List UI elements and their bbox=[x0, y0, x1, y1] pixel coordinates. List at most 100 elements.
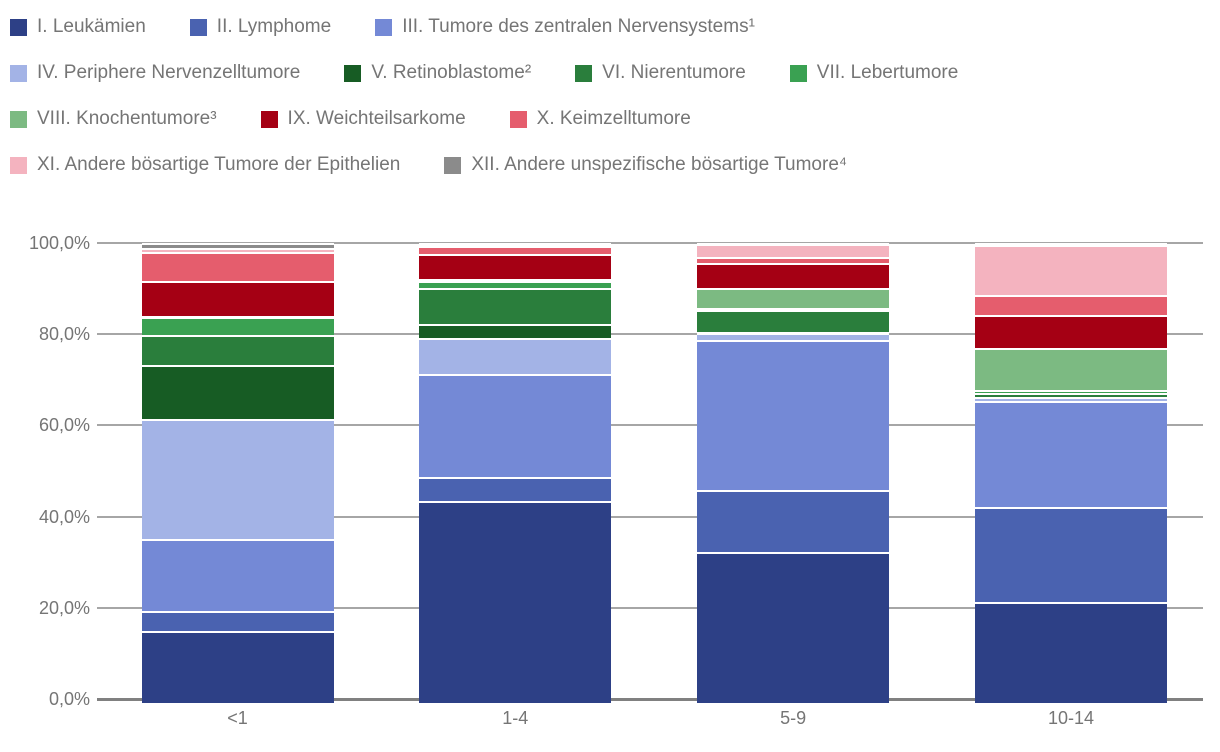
bar-segment[interactable] bbox=[697, 243, 890, 244]
legend-swatch-icon bbox=[10, 18, 27, 36]
legend-item: V. Retinoblastome² bbox=[344, 62, 531, 84]
bar-segment[interactable] bbox=[419, 244, 612, 246]
bar-segment[interactable] bbox=[419, 500, 612, 703]
legend-item: IX. Weichteilsarkome bbox=[260, 108, 466, 130]
legend-swatch-icon bbox=[189, 18, 207, 36]
bar-<1 bbox=[141, 243, 334, 703]
bar-segment[interactable] bbox=[141, 611, 334, 631]
x-axis-label: 1-4 bbox=[502, 708, 529, 728]
x-axis-label: 10-14 bbox=[1047, 708, 1095, 728]
bar-segment[interactable] bbox=[419, 243, 612, 245]
legend-swatch-icon bbox=[10, 64, 27, 82]
legend-label: VIII. Knochentumore³ bbox=[37, 108, 217, 129]
bar-segment[interactable] bbox=[975, 392, 1167, 397]
bar-10-14 bbox=[975, 243, 1167, 703]
legend-label: II. Lymphome bbox=[216, 16, 332, 37]
legend-label: IX. Weichteilsarkome bbox=[287, 108, 466, 129]
bar-segment[interactable] bbox=[141, 243, 334, 248]
bar-segment[interactable] bbox=[697, 307, 890, 310]
legend-item: VIII. Knochentumore³ bbox=[10, 108, 217, 130]
legend-label: III. Tumore des zentralen Nervensystems¹ bbox=[402, 16, 755, 37]
bar-segment[interactable] bbox=[141, 418, 334, 539]
bar-segment[interactable] bbox=[975, 507, 1167, 603]
gridline bbox=[97, 424, 1203, 427]
bar-segment[interactable] bbox=[697, 287, 890, 308]
legend-item: II. Lymphome bbox=[189, 16, 332, 38]
legend-item: XII. Andere unspezifische bösartige Tumo… bbox=[444, 154, 847, 176]
bar-segment[interactable] bbox=[419, 324, 612, 338]
bar-segment[interactable] bbox=[697, 332, 890, 341]
bar-segment[interactable] bbox=[697, 243, 890, 257]
y-axis-label: 100,0% bbox=[28, 233, 90, 253]
bar-segment[interactable] bbox=[697, 256, 890, 263]
legend-swatch-icon bbox=[260, 110, 278, 128]
bar-segment[interactable] bbox=[419, 245, 612, 254]
legend-label: VII. Lebertumore bbox=[816, 62, 959, 83]
legend-item: XI. Andere bösartige Tumore der Epitheli… bbox=[10, 154, 400, 176]
legend-label: XII. Andere unspezifische bösartige Tumo… bbox=[471, 154, 848, 175]
legend-row-4: XI. Andere bösartige Tumore der Epitheli… bbox=[10, 150, 1002, 180]
bar-segment[interactable] bbox=[975, 602, 1167, 703]
bar-segment[interactable] bbox=[141, 247, 334, 252]
bar-segment[interactable] bbox=[141, 365, 334, 419]
legend-swatch-icon bbox=[10, 156, 27, 174]
legend-row-3: VIII. Knochentumore³ IX. Weichteilsarkome… bbox=[10, 104, 1002, 134]
y-axis-label: 20,0% bbox=[38, 597, 90, 618]
bar-segment[interactable] bbox=[697, 552, 890, 703]
bar-segment[interactable] bbox=[141, 251, 334, 282]
bar-segment[interactable] bbox=[975, 348, 1167, 391]
bar-segment[interactable] bbox=[419, 476, 612, 501]
legend-item: VII. Lebertumore bbox=[789, 62, 959, 84]
bar-segment[interactable] bbox=[141, 630, 334, 703]
legend-label: V. Retinoblastome² bbox=[371, 62, 532, 83]
bar-segment[interactable] bbox=[697, 340, 890, 490]
bar-segment[interactable] bbox=[697, 489, 890, 553]
legend-swatch-icon bbox=[509, 110, 527, 128]
bar-segment[interactable] bbox=[141, 538, 334, 612]
legend-swatch-icon bbox=[444, 156, 462, 174]
bar-segment[interactable] bbox=[141, 335, 334, 366]
legend-item: IV. Periphere Nervenzelltumore bbox=[10, 62, 300, 84]
legend-label: I. Leukämien bbox=[37, 16, 146, 37]
bar-segment[interactable] bbox=[975, 243, 1167, 245]
bar-segment[interactable] bbox=[419, 374, 612, 477]
legend-label: X. Keimzelltumore bbox=[536, 108, 691, 129]
legend-swatch-icon bbox=[789, 64, 807, 82]
bar-segment[interactable] bbox=[697, 262, 890, 288]
y-axis-label: 40,0% bbox=[38, 506, 90, 527]
x-axis-baseline bbox=[97, 698, 1203, 701]
bar-segment[interactable] bbox=[975, 294, 1167, 316]
legend-swatch-icon bbox=[10, 110, 27, 128]
bar-1-4 bbox=[419, 243, 612, 703]
bar-5-9 bbox=[697, 243, 890, 703]
bar-segment[interactable] bbox=[975, 244, 1167, 295]
legend-item: III. Tumore des zentralen Nervensystems¹ bbox=[375, 16, 755, 38]
bar-segment[interactable] bbox=[975, 390, 1167, 393]
bar-segment[interactable] bbox=[697, 310, 890, 333]
legend-swatch-icon bbox=[344, 64, 362, 82]
legend-label: IV. Periphere Nervenzelltumore bbox=[37, 62, 301, 83]
bar-segment[interactable] bbox=[419, 287, 612, 325]
legend-swatch-icon bbox=[575, 64, 593, 82]
bar-segment[interactable] bbox=[419, 337, 612, 375]
bar-segment[interactable] bbox=[419, 279, 612, 281]
y-axis-label: 60,0% bbox=[38, 415, 90, 436]
gridline bbox=[97, 606, 1203, 609]
bar-segment[interactable] bbox=[419, 253, 612, 279]
bar-segment[interactable] bbox=[141, 315, 334, 317]
bar-segment[interactable] bbox=[141, 281, 334, 316]
bar-segment[interactable] bbox=[419, 280, 612, 288]
chart-legend: I. Leukämien II. Lymphome III. Tumore des … bbox=[10, 12, 1002, 196]
bar-segment[interactable] bbox=[975, 397, 1167, 402]
legend-row-1: I. Leukämien II. Lymphome III. Tumore des … bbox=[10, 12, 1002, 42]
y-axis-label: 80,0% bbox=[38, 324, 90, 345]
bar-segment[interactable] bbox=[975, 315, 1167, 349]
gridline bbox=[97, 333, 1203, 336]
legend-item: X. Keimzelltumore bbox=[509, 108, 691, 130]
x-axis-label: 5-9 bbox=[780, 708, 807, 728]
gridline bbox=[97, 242, 1203, 244]
bar-segment[interactable] bbox=[975, 401, 1167, 508]
bar-segment[interactable] bbox=[141, 316, 334, 336]
y-axis-label: 0,0% bbox=[48, 689, 90, 709]
